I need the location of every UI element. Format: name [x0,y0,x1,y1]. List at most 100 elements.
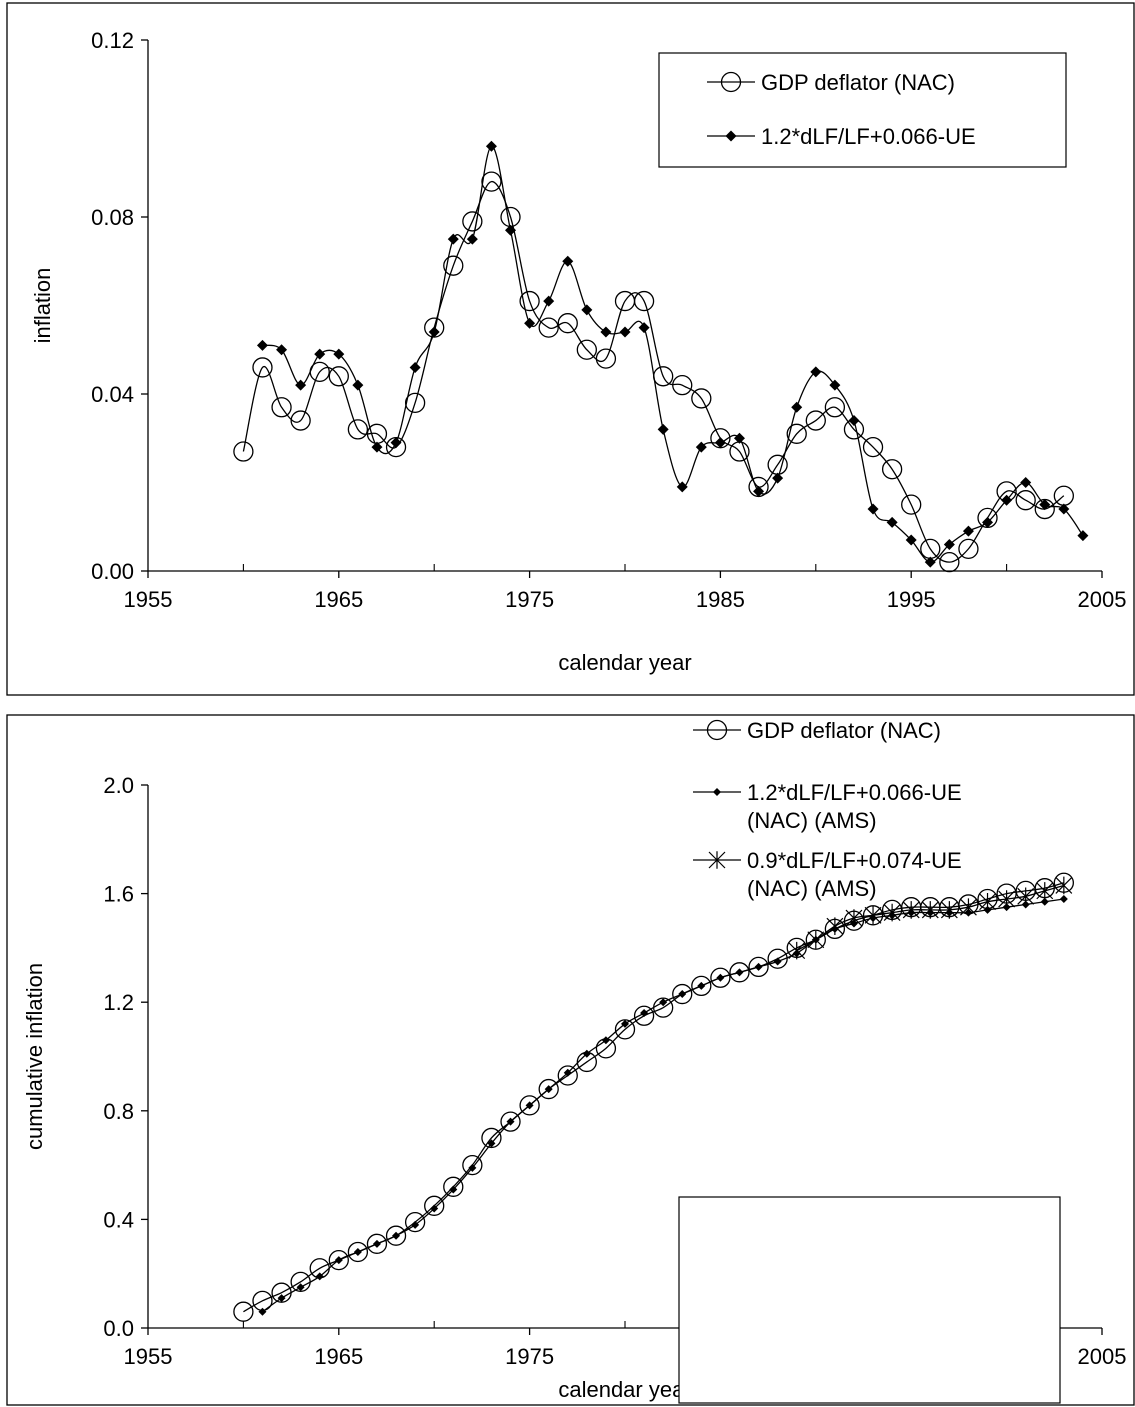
data-point [733,432,745,444]
x-axis-title: calendar year [558,650,691,675]
data-point [538,317,559,338]
data-point [462,1154,483,1176]
x-tick-label: 1985 [696,587,745,612]
data-point [544,1085,553,1094]
data-point [714,437,726,449]
data-point [333,348,345,360]
data-point [862,905,884,926]
data-point [924,556,936,568]
x-tick-label: 1975 [505,587,554,612]
data-point [466,233,478,245]
x-tick-label: 1955 [124,587,173,612]
data-point [826,917,844,935]
y-tick-label: 0.8 [103,1099,134,1124]
data-point [691,975,712,997]
data-point [519,290,540,312]
data-point [524,317,536,329]
data-point [829,379,841,391]
y-tick-label: 0.00 [91,559,134,584]
chart-inflation: 0.00 0.04 0.08 0.12 1955 1965 1975 1985 1995 2005… [0,0,1135,700]
data-point [672,374,693,396]
data-point [582,1049,591,1058]
data-point [462,211,483,232]
series-1 [256,140,1089,568]
data-point [600,326,612,338]
data-point [710,967,731,988]
data-point [296,1283,305,1292]
data-point [328,1249,349,1271]
data-point [295,379,307,391]
data-point [788,941,806,960]
data-point [392,1231,401,1240]
legend-marker [706,719,728,741]
x-tick-label: 1965 [314,587,363,612]
data-point [258,1307,267,1316]
data-point [735,968,744,977]
y-axis-title: cumulative inflation [22,963,47,1150]
data-point [678,990,687,999]
data-point [487,1139,496,1148]
data-point [960,898,977,916]
data-point [411,1220,420,1229]
data-point [538,1078,559,1100]
legend-marker [713,788,721,796]
data-point [506,1117,515,1126]
data-point [807,930,825,949]
data-point [1077,530,1089,542]
data-point [428,326,440,338]
data-point [767,948,788,969]
data-point [943,538,955,550]
data-point [409,361,421,373]
legend-label: 1.2*dLF/LF+0.066-UE [761,124,976,149]
data-point [543,295,555,307]
data-point [443,255,464,276]
data-point [443,1176,464,1197]
data-point [697,981,706,990]
data-point [233,441,254,462]
data-point [328,366,349,387]
y-tick-label: 1.6 [103,882,134,907]
data-point [424,1195,445,1216]
data-point [447,233,459,245]
data-point [754,962,763,971]
data-point [845,909,863,927]
data-point [481,171,502,192]
data-point [371,441,383,453]
legend-marker [720,71,742,93]
data-point [921,901,939,919]
data-point [347,419,369,440]
data-point [716,973,725,982]
data-point [481,1127,502,1149]
y-tick-label: 0.08 [91,205,134,230]
data-point [563,1068,572,1077]
data-point [940,901,958,919]
legend-label: GDP deflator (NAC) [761,70,955,95]
data-point [979,892,996,911]
data-point [314,348,326,360]
data-point [1058,503,1070,515]
data-point [449,1185,458,1194]
data-point [1015,490,1036,511]
y-tick-label: 2.0 [103,773,134,798]
data-point [1055,876,1073,895]
data-point [1039,499,1051,511]
y-tick-label: 0.12 [91,28,134,53]
data-point [1017,887,1035,906]
y-tick-label: 0.4 [103,1207,134,1232]
data-point [640,1009,649,1018]
data-point [805,929,826,950]
data-point [614,1019,636,1040]
y-axis-title: inflation [30,268,55,344]
data-point [562,255,574,267]
data-point [271,397,292,418]
data-point [1036,882,1054,900]
data-point [353,1247,362,1256]
data-point [233,1301,254,1322]
chart-cumulative-inflation: 0.00.40.81.21.62.01955196519751985199520… [0,712,1135,1407]
data-point [252,357,273,378]
x-tick-label: 2005 [1078,1344,1127,1369]
legend-box [678,1196,1061,1404]
data-point [657,423,669,435]
data-point [404,1211,426,1233]
data-point [505,224,517,236]
